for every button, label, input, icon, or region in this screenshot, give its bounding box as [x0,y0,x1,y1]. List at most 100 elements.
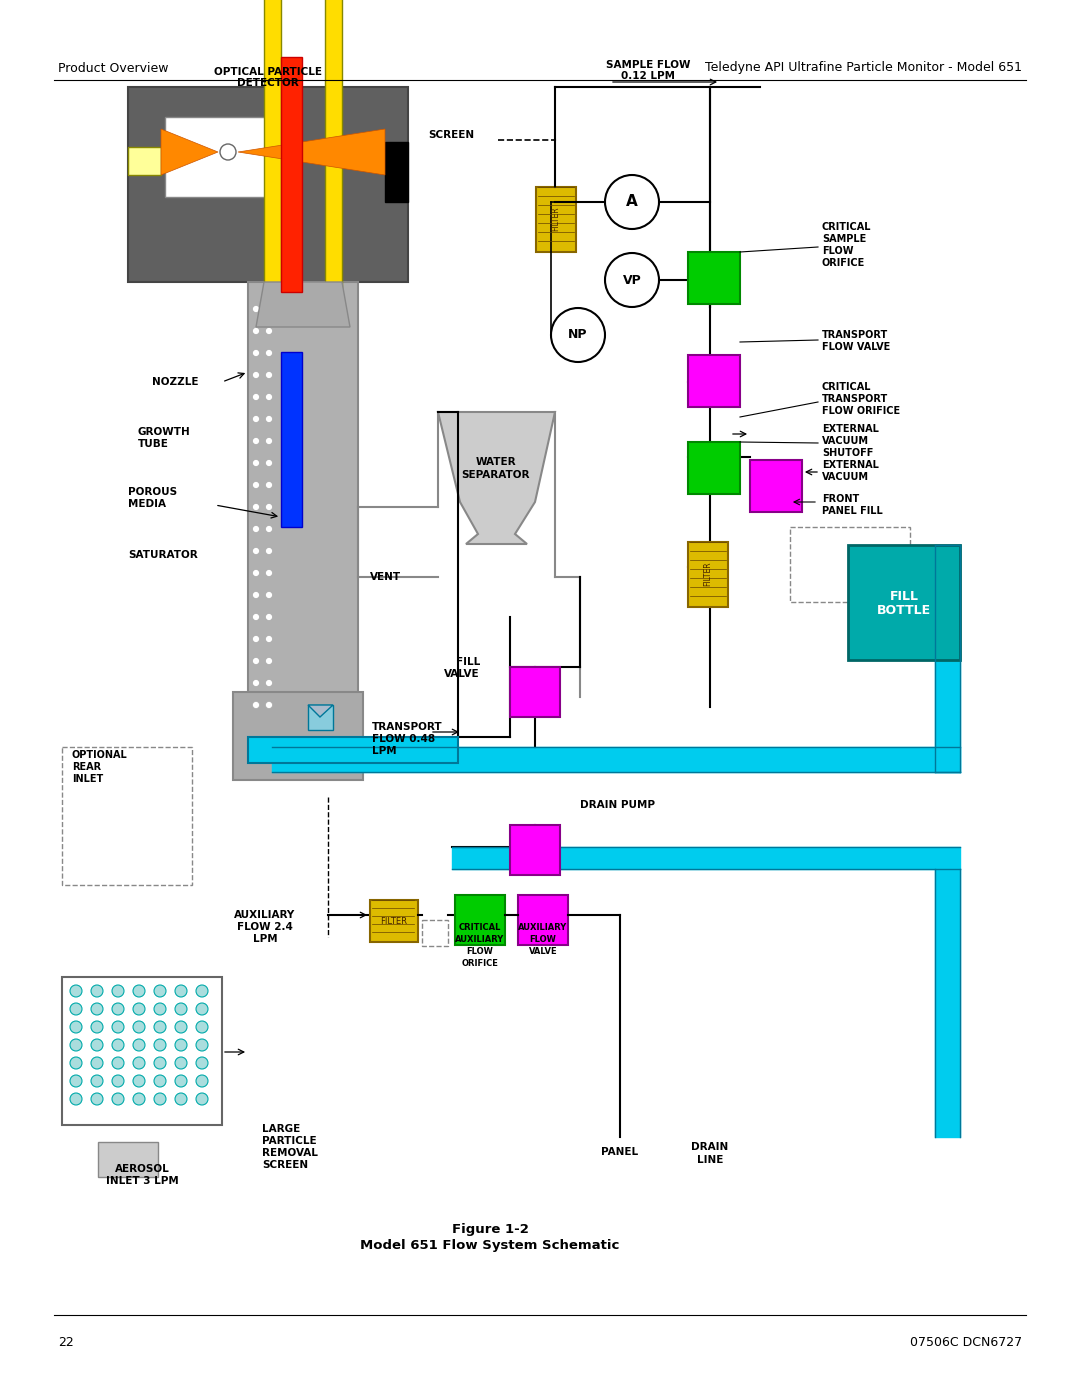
Polygon shape [438,412,555,543]
Text: LPM: LPM [372,746,396,756]
Circle shape [266,372,272,379]
Bar [248,282,357,717]
Text: FLOW: FLOW [467,947,494,956]
Bar [536,187,576,251]
Circle shape [175,985,187,997]
Text: VP: VP [623,274,642,286]
Circle shape [154,1076,166,1087]
Bar [688,251,740,305]
Circle shape [253,482,259,489]
Text: ORIFICE: ORIFICE [461,958,499,968]
Circle shape [266,327,272,334]
Text: FRONT: FRONT [822,495,860,504]
Circle shape [70,1021,82,1032]
Bar [455,895,505,944]
Circle shape [605,175,659,229]
Circle shape [154,1021,166,1032]
Text: VACUUM: VACUUM [822,436,869,446]
Circle shape [266,701,272,708]
Circle shape [253,372,259,379]
Text: EXTERNAL: EXTERNAL [822,425,879,434]
Circle shape [133,1058,145,1069]
Text: TUBE: TUBE [138,439,168,448]
Circle shape [266,525,272,532]
Circle shape [253,591,259,598]
Circle shape [133,1003,145,1016]
Circle shape [266,394,272,401]
Circle shape [91,985,103,997]
Circle shape [154,985,166,997]
Text: FILL: FILL [456,657,480,666]
Circle shape [266,482,272,489]
Text: VENT: VENT [370,571,401,583]
Text: INLET: INLET [72,774,104,784]
Circle shape [133,1039,145,1051]
Circle shape [91,1021,103,1032]
Circle shape [195,1003,208,1016]
Text: DETECTOR: DETECTOR [238,78,299,88]
Bar [510,826,561,875]
Circle shape [112,1058,124,1069]
Text: FILTER: FILTER [552,207,561,232]
Bar [750,460,802,511]
Bar [308,705,333,731]
Bar [688,542,728,608]
Circle shape [266,437,272,444]
Circle shape [220,144,237,161]
Circle shape [266,349,272,356]
Circle shape [133,1092,145,1105]
Circle shape [253,437,259,444]
Circle shape [253,636,259,643]
Circle shape [195,1039,208,1051]
Text: FLOW ORIFICE: FLOW ORIFICE [822,407,900,416]
Circle shape [253,570,259,577]
Text: DRAIN: DRAIN [691,1141,729,1153]
Circle shape [253,679,259,686]
Text: OPTICAL PARTICLE: OPTICAL PARTICLE [214,67,322,77]
Circle shape [175,1021,187,1032]
Text: PANEL FILL: PANEL FILL [822,506,882,515]
Text: VACUUM: VACUUM [822,472,869,482]
Text: FILTER: FILTER [380,916,407,925]
Text: AUXILIARY: AUXILIARY [518,922,568,932]
Text: SCREEN: SCREEN [428,130,474,140]
Text: FLOW VALVE: FLOW VALVE [822,342,890,352]
Text: AEROSOL: AEROSOL [114,1164,170,1173]
Text: EXTERNAL: EXTERNAL [822,460,879,469]
Bar [510,666,561,717]
Text: FILTER: FILTER [703,562,713,587]
Circle shape [253,525,259,532]
Circle shape [195,1058,208,1069]
Circle shape [266,460,272,467]
Circle shape [266,679,272,686]
Text: A: A [626,194,638,210]
Circle shape [195,1092,208,1105]
Circle shape [195,1021,208,1032]
Text: FLOW: FLOW [529,935,556,943]
Circle shape [175,1076,187,1087]
Circle shape [91,1039,103,1051]
Text: NP: NP [568,328,588,341]
Text: TRANSPORT: TRANSPORT [822,394,888,404]
Text: CRITICAL: CRITICAL [459,922,501,932]
Circle shape [253,548,259,555]
Circle shape [70,1092,82,1105]
Circle shape [266,591,272,598]
Circle shape [175,1039,187,1051]
Circle shape [133,1021,145,1032]
Circle shape [91,1003,103,1016]
Text: Teledyne API Ultrafine Particle Monitor - Model 651: Teledyne API Ultrafine Particle Monitor … [705,61,1022,74]
Circle shape [253,613,259,620]
Text: ORIFICE: ORIFICE [822,258,865,268]
Bar [688,355,740,407]
Polygon shape [256,282,350,327]
Text: TRANSPORT: TRANSPORT [372,722,443,732]
Circle shape [154,1092,166,1105]
Circle shape [112,1039,124,1051]
Circle shape [253,503,259,510]
Text: 22: 22 [58,1336,73,1348]
Circle shape [253,306,259,313]
Text: INLET 3 LPM: INLET 3 LPM [106,1176,178,1186]
Text: OPTIONAL: OPTIONAL [72,750,127,760]
Text: LINE: LINE [697,1155,724,1165]
